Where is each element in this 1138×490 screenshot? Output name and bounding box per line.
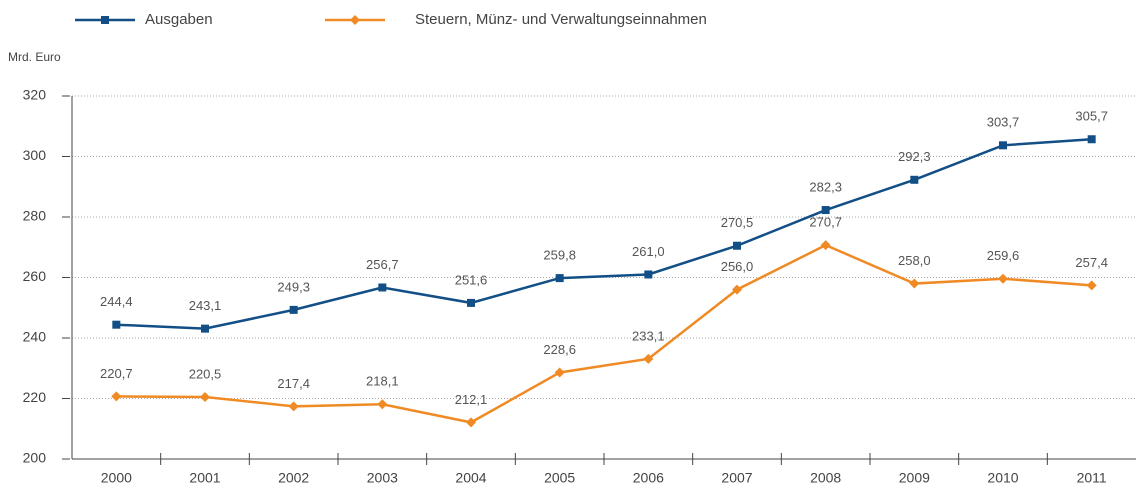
- x-tick-label: 2006: [633, 470, 664, 486]
- value-label: 259,8: [543, 248, 576, 263]
- data-point: [289, 305, 298, 314]
- data-point: [111, 391, 122, 402]
- value-label: 228,6: [543, 342, 576, 357]
- y-tick-label: 280: [23, 208, 47, 224]
- data-point: [377, 399, 388, 410]
- data-point: [820, 240, 831, 251]
- value-label: 251,6: [455, 272, 488, 287]
- data-point: [201, 324, 209, 333]
- data-point: [998, 273, 1008, 284]
- value-label: 303,7: [987, 115, 1020, 130]
- x-tick-label: 2002: [278, 470, 309, 486]
- data-point: [909, 278, 920, 289]
- x-tick-label: 2004: [455, 470, 486, 486]
- value-label: 212,1: [455, 392, 488, 407]
- value-label: 243,1: [189, 298, 222, 313]
- data-point: [112, 320, 121, 329]
- y-axis-label: Mrd. Euro: [8, 50, 61, 64]
- value-label: 220,5: [189, 366, 222, 381]
- value-label: 259,6: [987, 248, 1020, 263]
- x-tick-label: 2000: [101, 470, 132, 486]
- data-point: [555, 274, 564, 283]
- value-label: 257,4: [1075, 255, 1108, 270]
- value-label: 233,1: [632, 328, 665, 343]
- data-point: [200, 391, 210, 402]
- legend-label: Steuern, Münz- und Verwaltungseinnahmen: [415, 11, 707, 28]
- value-label: 270,7: [809, 215, 842, 230]
- x-tick-label: 2008: [810, 470, 841, 486]
- x-tick-label: 2005: [544, 470, 575, 486]
- y-tick-label: 200: [23, 450, 47, 466]
- legend-label: Ausgaben: [145, 11, 213, 28]
- y-tick-label: 300: [23, 147, 47, 163]
- data-point: [733, 241, 741, 250]
- x-tick-label: 2007: [721, 470, 752, 486]
- data-point: [1087, 135, 1096, 144]
- value-label: 258,0: [898, 253, 931, 268]
- data-point: [821, 206, 830, 215]
- data-point: [554, 367, 565, 378]
- y-tick-label: 320: [23, 87, 47, 103]
- x-tick-label: 2003: [367, 470, 398, 486]
- value-label: 244,4: [100, 294, 133, 309]
- value-label: 292,3: [898, 149, 931, 164]
- data-point: [732, 284, 742, 295]
- data-point: [643, 353, 654, 364]
- value-label: 256,0: [721, 259, 754, 274]
- data-point: [378, 283, 387, 292]
- value-label: 270,5: [721, 215, 754, 230]
- x-tick-label: 2010: [987, 470, 1018, 486]
- value-label: 217,4: [277, 376, 310, 391]
- data-point: [644, 270, 653, 279]
- value-label: 256,7: [366, 257, 399, 272]
- data-point: [910, 175, 919, 184]
- data-point: [467, 298, 475, 307]
- y-tick-label: 220: [23, 389, 47, 405]
- data-point: [288, 401, 299, 412]
- legend-marker: [350, 15, 360, 25]
- series-line: [116, 243, 1092, 424]
- value-label: 305,7: [1075, 109, 1108, 124]
- y-tick-label: 240: [23, 329, 47, 345]
- x-tick-label: 2011: [1077, 470, 1107, 486]
- value-label: 220,7: [100, 366, 133, 381]
- value-label: 249,3: [277, 279, 310, 294]
- series-line: [116, 138, 1092, 330]
- x-tick-label: 2009: [899, 470, 930, 486]
- value-label: 282,3: [809, 179, 842, 194]
- data-point: [466, 417, 476, 428]
- value-label: 218,1: [366, 374, 399, 389]
- data-point: [1086, 280, 1097, 291]
- y-tick-label: 260: [23, 268, 47, 284]
- legend-marker: [101, 16, 109, 24]
- value-label: 261,0: [632, 244, 665, 259]
- x-tick-label: 2001: [189, 470, 220, 486]
- data-point: [999, 141, 1007, 150]
